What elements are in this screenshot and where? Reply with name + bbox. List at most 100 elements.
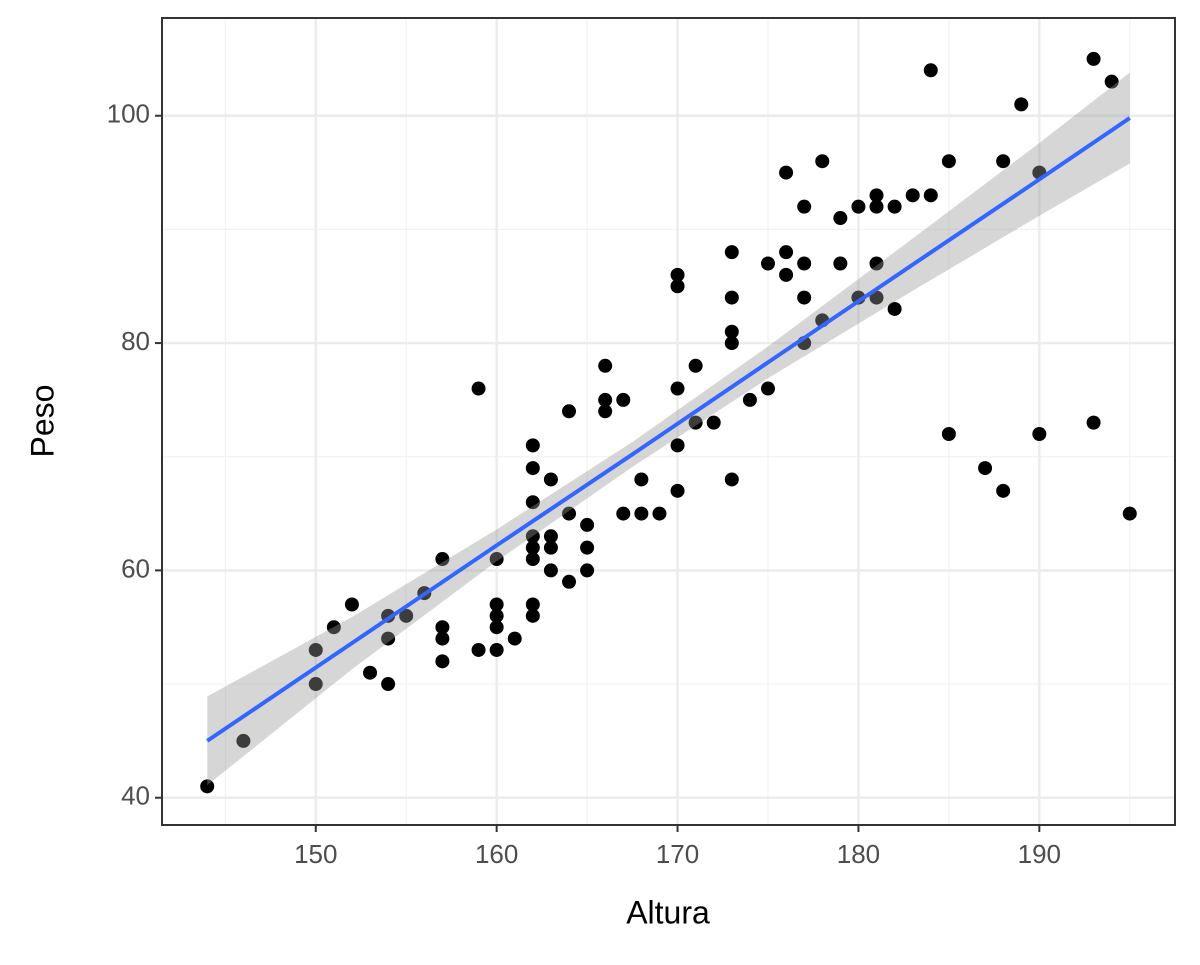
point [326,620,341,635]
point [598,392,613,407]
y-axis-title: Peso [24,385,60,458]
point [634,506,649,521]
point [435,552,450,567]
x-tick-label: 190 [1018,839,1061,869]
x-tick-label: 170 [656,839,699,869]
point [869,256,884,271]
point [543,563,558,578]
point [887,199,902,214]
point [381,631,396,646]
y-tick-label: 100 [107,99,150,129]
y-tick-label: 40 [121,781,150,811]
point [381,677,396,692]
point [670,279,685,294]
point [598,358,613,373]
point [670,267,685,282]
point [489,552,504,567]
point [996,154,1011,169]
point [941,154,956,169]
point [471,642,486,657]
point [435,654,450,669]
point [562,506,577,521]
point [851,199,866,214]
point [562,574,577,589]
point [598,404,613,419]
point [742,392,757,407]
x-tick-label: 180 [837,839,880,869]
point [815,154,830,169]
point [833,211,848,226]
point [344,597,359,612]
point [724,336,739,351]
regression-line [206,116,1131,743]
point [1014,97,1029,112]
point [525,461,540,476]
point [887,301,902,316]
point [525,495,540,510]
point [779,165,794,180]
point [616,392,631,407]
point [634,472,649,487]
y-tick-label: 60 [121,553,150,583]
point [525,597,540,612]
point [688,358,703,373]
point [543,472,558,487]
point [435,631,450,646]
point [562,404,577,419]
point [724,324,739,339]
point [1104,74,1119,89]
point [941,427,956,442]
point [489,597,504,612]
point [525,529,540,544]
point [797,290,812,305]
point [923,188,938,203]
point [489,620,504,635]
y-tick-label: 80 [121,326,150,356]
point [670,381,685,396]
point [923,63,938,78]
point [724,290,739,305]
point [616,506,631,521]
point [1032,427,1047,442]
point [580,517,595,532]
point [543,540,558,555]
point [200,779,215,794]
point [978,461,993,476]
point [905,188,920,203]
point [363,665,378,680]
point [1086,415,1101,430]
point [1086,51,1101,66]
point [670,483,685,498]
x-tick-label: 150 [294,839,337,869]
point [760,381,775,396]
point [1122,506,1137,521]
point [507,631,522,646]
point [724,245,739,260]
point [869,188,884,203]
point [779,245,794,260]
point [670,438,685,453]
point [706,415,721,430]
point [797,256,812,271]
point [489,642,504,657]
point [580,540,595,555]
panel-border [161,17,1176,826]
point [308,642,323,657]
x-axis-title: Altura [626,894,710,930]
x-tick-label: 160 [475,839,518,869]
point [833,256,848,271]
point [869,199,884,214]
point [996,483,1011,498]
point [435,620,450,635]
point [779,267,794,282]
point [543,529,558,544]
point [236,733,251,748]
point [525,540,540,555]
point [869,290,884,305]
point [471,381,486,396]
point [760,256,775,271]
point [399,608,414,623]
point [724,472,739,487]
